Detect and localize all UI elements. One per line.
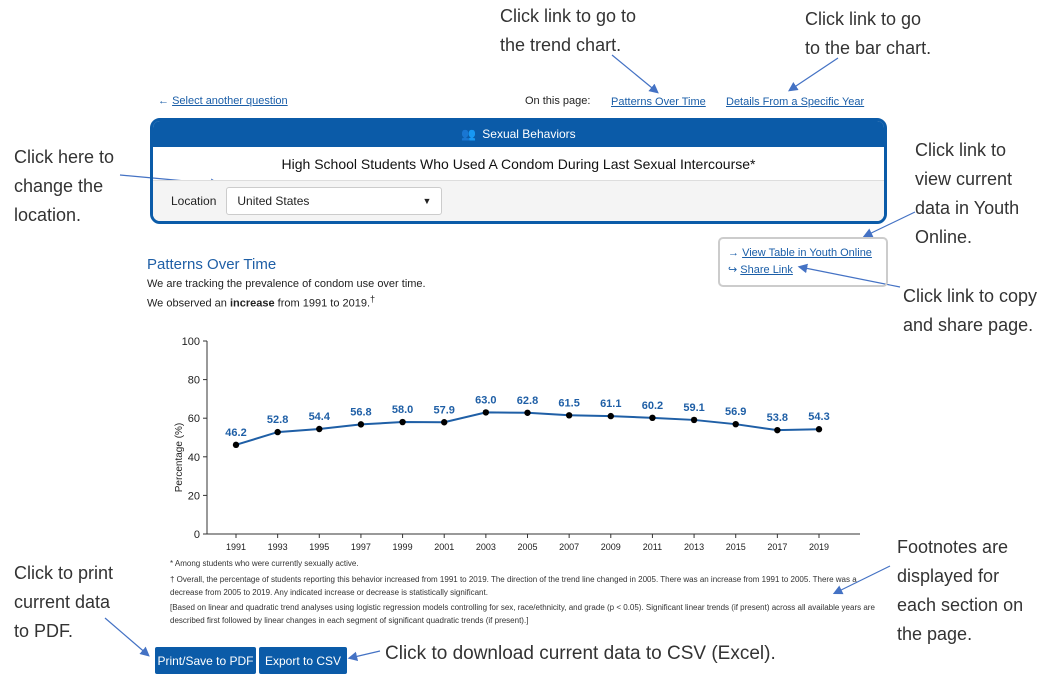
- on-this-page-label: On this page:: [525, 95, 591, 107]
- y-tick-label: 0: [194, 529, 200, 541]
- data-point: [607, 412, 614, 420]
- export-csv-button[interactable]: Export to CSV: [259, 647, 347, 674]
- data-label: 46.2: [225, 427, 246, 439]
- data-point: [316, 425, 323, 433]
- data-point: [690, 416, 698, 424]
- side-links-box: → View Table in Youth Online ↪ Share Lin…: [718, 237, 888, 287]
- x-tick-label: 1991: [226, 542, 246, 552]
- x-tick-label: 2011: [643, 542, 662, 552]
- share-icon: ↪: [728, 264, 738, 276]
- y-tick-label: 100: [182, 336, 200, 348]
- x-tick-label: 2005: [517, 542, 537, 552]
- data-label: 56.8: [350, 406, 371, 418]
- x-tick-label: 1995: [309, 542, 329, 552]
- x-tick-label: 2017: [767, 542, 787, 552]
- annotation-csv: Click to download current data to CSV (E…: [385, 643, 776, 664]
- x-tick-label: 1997: [351, 542, 371, 552]
- data-point: [524, 409, 531, 416]
- data-point: [441, 419, 448, 426]
- details-specific-year-link[interactable]: Details From a Specific Year: [726, 96, 865, 108]
- data-label: 57.9: [434, 404, 455, 416]
- x-tick-label: 1993: [268, 542, 288, 552]
- y-tick-label: 20: [188, 490, 200, 502]
- location-select[interactable]: United States ▼: [226, 187, 443, 215]
- data-label: 63.0: [475, 394, 496, 406]
- section-title: Patterns Over Time: [147, 256, 277, 273]
- patterns-over-time-link[interactable]: Patterns Over Time: [611, 96, 706, 108]
- data-label: 56.9: [725, 406, 746, 418]
- back-link-text[interactable]: Select another question: [172, 95, 288, 107]
- section-result: We observed an increase from 1991 to 201…: [147, 294, 376, 310]
- annotation-youth-online: Click link to view current data in Youth On…: [915, 140, 1020, 247]
- data-label: 52.8: [267, 414, 288, 426]
- data-point: [565, 412, 573, 419]
- data-point: [482, 409, 490, 416]
- view-table-text[interactable]: View Table in Youth Online: [742, 247, 872, 259]
- question-panel: 👥 Sexual Behaviors High School Students W…: [150, 118, 887, 224]
- x-tick-label: 2009: [601, 542, 621, 552]
- data-point: [274, 428, 281, 436]
- x-tick-label: 2015: [726, 542, 746, 552]
- arrow-right-icon: →: [728, 247, 739, 259]
- x-tick-label: 2013: [684, 542, 704, 552]
- x-tick-label: 2019: [809, 542, 829, 552]
- location-label: Location: [171, 194, 217, 208]
- caret-down-icon: ▼: [422, 196, 432, 206]
- annotation-bar: Click link to go to the bar chart.: [805, 9, 932, 58]
- data-label: 54.3: [808, 411, 829, 423]
- data-point: [399, 418, 406, 426]
- data-label: 58.0: [392, 404, 413, 416]
- back-link[interactable]: ← Select another question: [158, 95, 288, 107]
- data-point: [357, 421, 365, 428]
- trend-chart: 0 20 40 60 80 100 1991 1993 1995 1997 1999 2001 2003…: [174, 336, 860, 552]
- annotation-location: Click here to change the location.: [14, 147, 115, 225]
- data-label: 61.5: [558, 397, 579, 409]
- location-value: United States: [237, 194, 310, 208]
- footnote-3: [Based on linear and quadratic trend ana…: [170, 603, 875, 625]
- annotation-print: Click to print current data to PDF.: [14, 563, 114, 641]
- data-label: 54.4: [309, 411, 331, 423]
- x-tick-label: 2001: [434, 542, 454, 552]
- question-title: High School Students Who Used A Condom D…: [153, 147, 884, 181]
- category-header: 👥 Sexual Behaviors: [153, 121, 884, 147]
- annotation-footnotes: Footnotes are displayed for each section o…: [897, 537, 1024, 644]
- annotation-trend: Click link to go to the trend chart.: [500, 6, 637, 55]
- footnote-2: † Overall, the percentage of students re…: [170, 575, 857, 597]
- data-point: [649, 414, 656, 422]
- x-tick-label: 2003: [476, 542, 496, 552]
- y-tick-label: 60: [188, 413, 200, 425]
- x-tick-label: 2007: [559, 542, 579, 552]
- annotation-share: Click link to copy and share page.: [903, 286, 1038, 335]
- share-link[interactable]: ↪ Share Link: [728, 262, 878, 279]
- people-icon: 👥: [461, 127, 477, 141]
- data-label: 53.8: [767, 412, 788, 424]
- data-label: 61.1: [600, 398, 621, 410]
- x-tick-label: 1999: [393, 542, 413, 552]
- footnote-1: * Among students who were currently sexu…: [170, 559, 359, 568]
- data-label: 60.2: [642, 400, 663, 412]
- data-point: [815, 426, 823, 433]
- data-point: [774, 426, 781, 434]
- section-desc: We are tracking the prevalence of condom…: [147, 278, 426, 290]
- data-point: [232, 441, 240, 449]
- view-table-link[interactable]: → View Table in Youth Online: [728, 245, 878, 262]
- arrow-left-icon: ←: [158, 95, 169, 107]
- data-label: 62.8: [517, 395, 538, 407]
- data-point: [732, 420, 739, 428]
- data-label: 59.1: [683, 402, 704, 414]
- category-label: Sexual Behaviors: [482, 127, 576, 141]
- location-row: Location United States ▼: [153, 181, 884, 221]
- y-tick-label: 80: [188, 375, 200, 387]
- y-axis-label: Percentage (%): [174, 423, 185, 492]
- y-tick-label: 40: [188, 452, 200, 464]
- print-pdf-button[interactable]: Print/Save to PDF: [155, 647, 256, 674]
- share-text[interactable]: Share Link: [740, 264, 793, 276]
